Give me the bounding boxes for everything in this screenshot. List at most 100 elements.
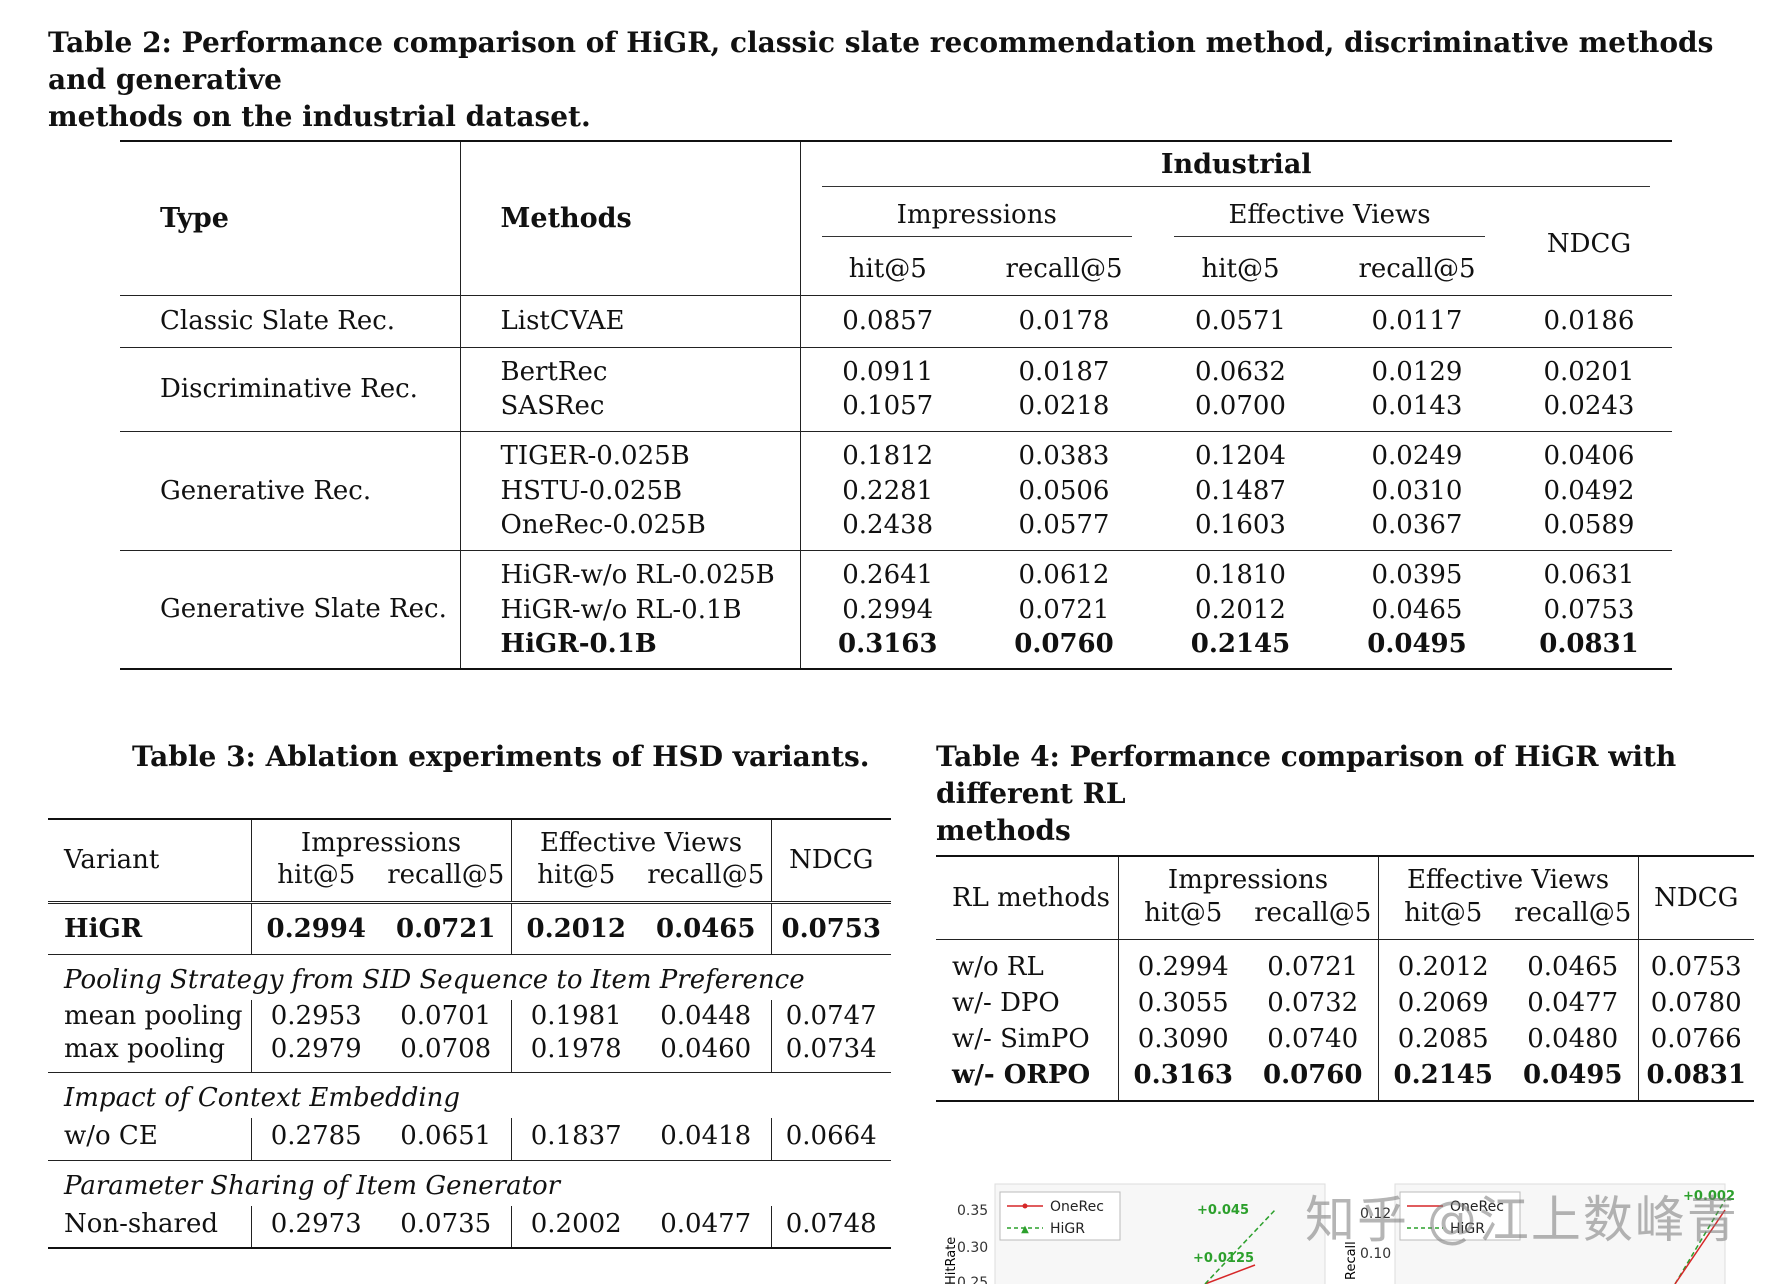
table-row: w/o CE 0.2785 0.0651 0.1837 0.0418 0.066… <box>48 1118 891 1160</box>
t3-value-cell: 0.2979 <box>270 1033 362 1064</box>
table3: Variant Impressions Effective Views NDCG… <box>48 818 891 1249</box>
t2-header-recall5: recall@5 <box>1358 253 1476 284</box>
annotation-gain: +0.002 <box>1683 1189 1735 1204</box>
t4-value-cell: 0.3090 <box>1137 1024 1229 1054</box>
t4-method-cell: w/o RL <box>936 939 1119 985</box>
t2-type-cell: Discriminative Rec. <box>120 347 461 432</box>
table-row: Non-shared 0.2973 0.0735 0.2002 0.0477 0… <box>48 1206 891 1248</box>
table-row: Generative Rec. TIGER-0.025B 0.1812 0.03… <box>120 431 1672 551</box>
t3-value-cell: 0.2994 <box>266 913 366 944</box>
t3-value-cell: 0.0753 <box>781 913 881 944</box>
t3-value-cell: 0.0418 <box>641 1118 772 1160</box>
t2-value-cell: 0.1487 <box>1195 475 1286 506</box>
t4-value-cell: 0.0480 <box>1508 1021 1639 1057</box>
t4-value-cell: 0.0740 <box>1248 1021 1379 1057</box>
t4-header-hit5: hit@5 <box>1404 897 1483 928</box>
t2-value-cell: 0.0367 <box>1371 510 1463 541</box>
t3-value-cell: 0.1837 <box>530 1120 622 1151</box>
t2-value-cell: 0.0187 <box>1018 357 1110 388</box>
t3-value-cell: 0.0651 <box>381 1118 512 1160</box>
table-row: HiGR-w/o RL-0.1B 0.2994 0.0721 0.2012 0.… <box>120 591 1672 628</box>
t2-value-cell: 0.0218 <box>1018 390 1110 421</box>
t4-header-ndcg: NDCG <box>1654 882 1739 913</box>
t3-value-cell: 0.2785 <box>270 1120 362 1151</box>
t2-header-dataset: Industrial <box>800 141 1672 193</box>
table-row: max pooling 0.2979 0.0708 0.1978 0.0460 … <box>48 1032 891 1072</box>
t4-value-cell: 0.0465 <box>1508 939 1639 985</box>
t3-value-cell: 0.2002 <box>530 1208 622 1239</box>
t4-value-cell: 0.0732 <box>1248 985 1379 1021</box>
t3-value-cell: 0.0735 <box>381 1206 512 1248</box>
t2-value-cell: 0.0753 <box>1543 594 1635 625</box>
t3-header-recall5: recall@5 <box>641 858 772 902</box>
t3-value-cell: 0.0721 <box>381 902 512 954</box>
t4-method-cell: w/- DPO <box>936 985 1119 1021</box>
t2-value-cell: 0.0201 <box>1543 357 1635 388</box>
t2-value-cell: 0.0831 <box>1539 629 1639 659</box>
t2-header-hit5: hit@5 <box>848 253 927 284</box>
left-ytick: 0.30 <box>957 1240 988 1256</box>
t4-value-cell: 0.2085 <box>1397 1024 1489 1054</box>
t2-value-cell: 0.0117 <box>1371 306 1463 336</box>
t2-header-type: Type <box>120 141 461 295</box>
table4-caption: Table 4: Performance comparison of HiGR … <box>936 740 1677 847</box>
t2-value-cell: 0.0612 <box>1018 559 1110 590</box>
t2-value-cell: 0.2994 <box>842 594 934 625</box>
t2-value-cell: 0.1812 <box>842 440 934 471</box>
legend-label-onerec: OneRec <box>1050 1199 1104 1215</box>
t2-value-cell: 0.1603 <box>1195 510 1286 541</box>
table-row: w/- ORPO 0.3163 0.0760 0.2145 0.0495 0.0… <box>936 1057 1754 1101</box>
t3-header-recall5: recall@5 <box>381 858 512 902</box>
t4-value-cell: 0.3163 <box>1133 1059 1233 1090</box>
t2-value-cell: 0.0700 <box>1195 390 1286 421</box>
t2-value-cell: 0.1204 <box>1195 440 1286 471</box>
t2-value-cell: 0.0310 <box>1371 475 1463 506</box>
t3-header-effective-views: Effective Views <box>511 819 772 858</box>
table-row: Classic Slate Rec. ListCVAE 0.0857 0.017… <box>120 295 1672 347</box>
t2-method-cell: OneRec-0.025B <box>460 509 801 550</box>
series-line-onerec <box>1204 1264 1256 1284</box>
table-row: mean pooling 0.2953 0.0701 0.1981 0.0448… <box>48 1000 891 1032</box>
t2-value-cell: 0.0721 <box>1018 594 1110 625</box>
legend-label-higr: HiGR <box>1050 1221 1085 1237</box>
t3-value-cell: 0.0664 <box>785 1120 877 1151</box>
t2-value-cell: 0.0395 <box>1371 559 1463 590</box>
t2-value-cell: 0.0465 <box>1371 594 1463 625</box>
table3-caption: Table 3: Ablation experiments of HSD var… <box>132 740 870 773</box>
t4-method-cell: w/- SimPO <box>936 1021 1119 1057</box>
t2-value-cell: 0.2438 <box>842 510 934 541</box>
t4-header-recall5: recall@5 <box>1508 895 1639 939</box>
t2-value-cell: 0.0495 <box>1367 629 1467 659</box>
partial-chart: HitRate 0.35 0.30 0.25 OneRec ▲ HiGR +0.… <box>944 1183 1735 1284</box>
table-row: HSTU-0.025B 0.2281 0.0506 0.1487 0.0310 … <box>120 472 1672 509</box>
t4-value-cell: 0.0760 <box>1248 1057 1379 1101</box>
t3-value-cell: 0.0747 <box>785 1001 877 1031</box>
t2-value-cell: 0.0631 <box>1543 559 1635 590</box>
left-ytick: 0.35 <box>957 1203 988 1219</box>
t2-type-cell: Generative Rec. <box>120 431 461 551</box>
t2-value-cell: 0.2281 <box>842 475 934 506</box>
t3-variant-cell: max pooling <box>48 1032 252 1072</box>
t3-variant-cell: mean pooling <box>48 1000 252 1032</box>
table-row: HiGR-0.1B 0.3163 0.0760 0.2145 0.0495 0.… <box>120 628 1672 669</box>
table-row: OneRec-0.025B 0.2438 0.0577 0.1603 0.036… <box>120 509 1672 550</box>
t3-header-variant: Variant <box>48 819 252 902</box>
table-row: HiGR 0.2994 0.0721 0.2012 0.0465 0.0753 <box>48 902 891 954</box>
t3-value-cell: 0.0701 <box>381 1000 512 1032</box>
t2-value-cell: 0.1057 <box>842 390 934 421</box>
t3-value-cell: 0.0460 <box>641 1032 772 1072</box>
t4-header-impressions: Impressions <box>1118 856 1379 895</box>
t3-value-cell: 0.2953 <box>270 1001 362 1031</box>
t3-value-cell: 0.0708 <box>381 1032 512 1072</box>
t4-value-cell: 0.0495 <box>1508 1057 1639 1101</box>
t2-value-cell: 0.0249 <box>1371 440 1463 471</box>
t2-value-cell: 0.0857 <box>842 306 934 336</box>
t2-value-cell: 0.0506 <box>1018 475 1110 506</box>
table-row: w/o RL 0.2994 0.0721 0.2012 0.0465 0.075… <box>936 939 1754 985</box>
t4-value-cell: 0.0766 <box>1650 1024 1742 1054</box>
series-line-onerec <box>1674 1209 1726 1284</box>
right-ytick: 0.12 <box>1360 1206 1391 1222</box>
series-line-higr <box>1204 1209 1276 1284</box>
t4-value-cell: 0.0477 <box>1508 985 1639 1021</box>
series-line-higr <box>1674 1199 1726 1284</box>
